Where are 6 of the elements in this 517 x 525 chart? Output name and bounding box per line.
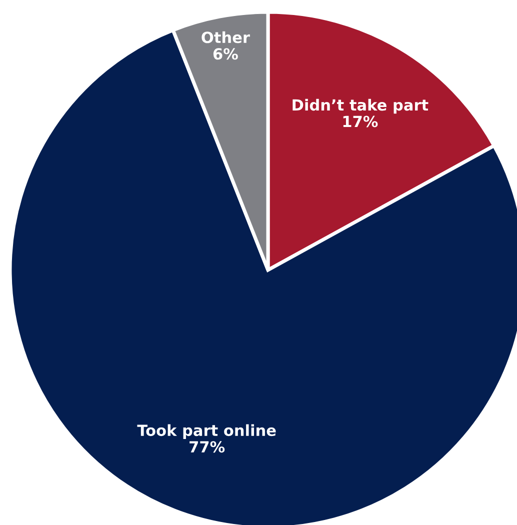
data-label: 17% bbox=[343, 116, 378, 128]
data-label: 6% bbox=[213, 48, 238, 60]
slice-label: Didn’t take part bbox=[292, 98, 428, 114]
slice-label: Took part online bbox=[137, 424, 276, 440]
data-label: 77% bbox=[190, 441, 225, 453]
slice-label: Other bbox=[202, 31, 250, 44]
